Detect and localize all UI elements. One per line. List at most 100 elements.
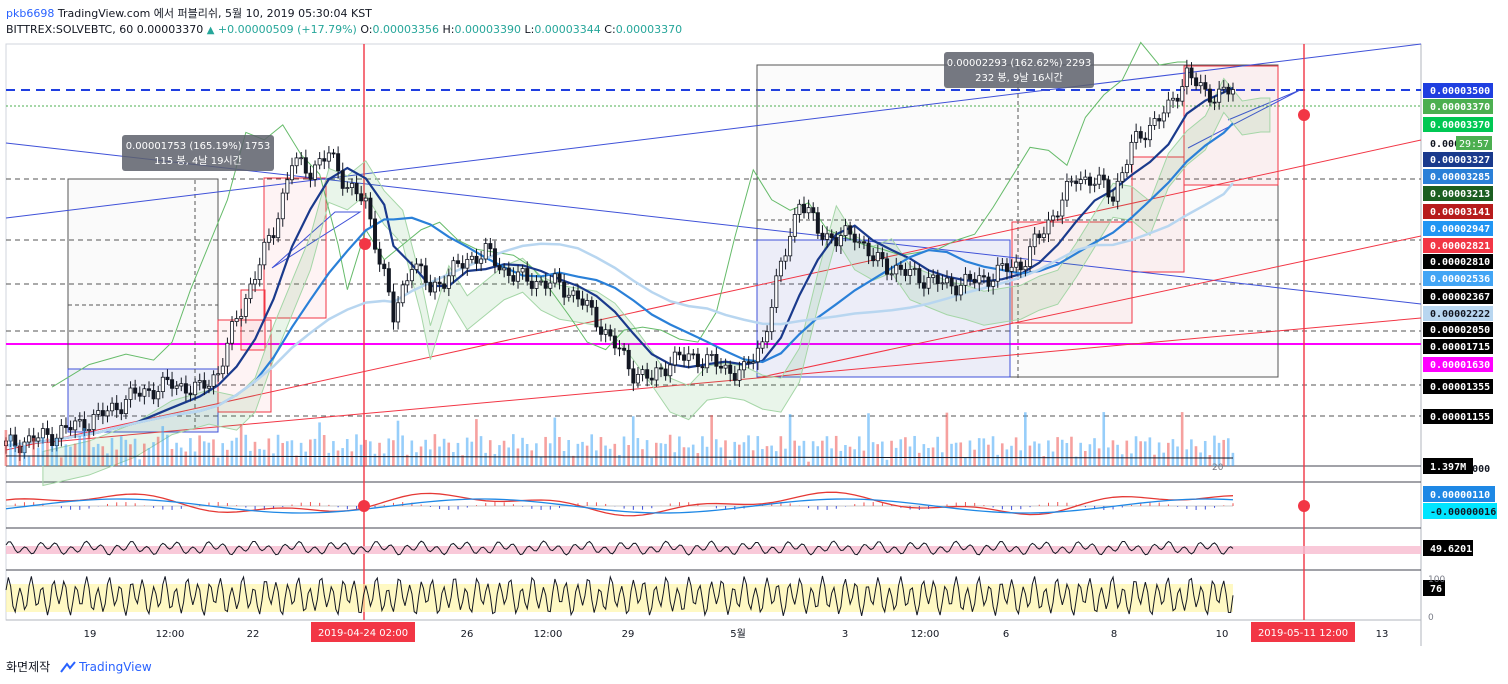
candle-body [815, 212, 820, 234]
candle-body [396, 302, 401, 323]
time-tick-label: 12:00 [911, 629, 940, 640]
candle-body [313, 164, 318, 180]
candle-body [276, 218, 281, 239]
volume-bar [327, 452, 331, 466]
volume-bar [1093, 438, 1096, 466]
volume-bar [244, 434, 248, 466]
symbol-name[interactable]: BITTREX:SOLVEBTC, 60 [6, 23, 134, 36]
candle-body [488, 243, 493, 250]
volume-bar [299, 442, 303, 466]
volume-bar [950, 443, 953, 466]
candle-body [193, 381, 198, 396]
measure-label-left-line1: 0.00001753 (165.19%) 1753 [126, 141, 271, 152]
price-label-bg [1423, 221, 1493, 236]
volume-bar [138, 459, 141, 466]
volume-bar [627, 445, 630, 466]
candle-body [700, 366, 705, 369]
candle-body [968, 273, 973, 280]
volume-bar [1051, 451, 1055, 466]
price-label-bg [1423, 204, 1493, 219]
candle-body [243, 298, 248, 317]
candle-body [40, 428, 45, 439]
volume-bar [115, 449, 118, 466]
volume-bar [1125, 440, 1129, 466]
volume-bar [1120, 454, 1124, 466]
volume-bar [405, 454, 409, 466]
candle-body [110, 402, 115, 412]
candle-body [220, 365, 225, 375]
candle-body [1175, 97, 1180, 102]
price-label-bg [1423, 289, 1493, 304]
volume-bar [1014, 437, 1018, 466]
candle-body [331, 152, 336, 155]
volume-bar [230, 440, 234, 466]
volume-bar [142, 443, 146, 466]
price-scale-label: 0.00001155 [1430, 412, 1490, 423]
volume-bar [811, 441, 815, 466]
candle-body [1032, 233, 1037, 248]
candle-body [87, 429, 92, 431]
candle-body [986, 276, 991, 287]
candle-body [820, 232, 825, 240]
volume-bar [106, 453, 109, 466]
volume-bar [410, 440, 414, 466]
candle-body [1060, 199, 1065, 217]
volume-bar [322, 435, 326, 466]
volume-bar [285, 441, 289, 466]
candle-body [885, 258, 890, 275]
volume-bar [904, 437, 907, 466]
price-label-bg [1423, 306, 1493, 321]
candle-body [359, 193, 364, 202]
candle-body [354, 182, 359, 195]
price-scale-label: 0.00002050 [1430, 325, 1490, 336]
candle-body [179, 383, 184, 387]
candle-body [474, 255, 479, 264]
volume-bar [945, 412, 949, 466]
volume-bar [189, 438, 192, 466]
candle-body [1004, 263, 1009, 272]
candle-body [1106, 179, 1111, 198]
candle-body [446, 275, 451, 289]
volume-bar [304, 451, 308, 466]
candle-body [755, 347, 760, 363]
candle-body [400, 284, 405, 304]
volume-bar [387, 438, 391, 466]
volume-bar [807, 461, 810, 466]
volume-bar [899, 439, 903, 466]
volume-bar [742, 442, 746, 466]
tradingview-logo[interactable]: TradingView [58, 660, 152, 674]
volume-bar [364, 439, 367, 466]
volume-bar [461, 455, 464, 466]
trading-chart[interactable]: 0.00001753 (165.19%) 1753 115 봉, 4날 19시간 0… [0, 0, 1508, 650]
candle-body [1166, 99, 1171, 114]
volume-bar [1143, 441, 1147, 466]
volume-bar [599, 437, 603, 466]
candle-body [635, 374, 640, 384]
candle-body [303, 157, 308, 174]
countdown-bg [1456, 136, 1492, 150]
triangle-pattern [271, 211, 362, 269]
candle-body [1180, 86, 1185, 102]
candle-body [123, 399, 128, 415]
publisher-username[interactable]: pkb6698 [6, 7, 55, 20]
volume-bar [4, 430, 8, 466]
time-tick-label: 12:00 [156, 629, 185, 640]
candle-body [1041, 233, 1046, 238]
candle-body [183, 383, 188, 394]
high-label: H: [442, 23, 455, 36]
price-scale-label: 0.00002367 [1430, 292, 1490, 303]
candle-body [1231, 89, 1236, 95]
candle-body [945, 277, 950, 284]
volume-bar [756, 436, 760, 466]
price-label-bg [1423, 379, 1493, 394]
candle-body [742, 361, 747, 371]
volume-bar [55, 438, 58, 466]
candle-body [326, 152, 331, 162]
volume-bar [844, 445, 847, 466]
made-by-label: 화면제작 [6, 660, 51, 674]
candle-body [1014, 261, 1019, 268]
candle-body [631, 368, 636, 384]
volume-bar [350, 451, 354, 466]
candle-body [308, 172, 313, 180]
volume-bar [78, 435, 82, 466]
